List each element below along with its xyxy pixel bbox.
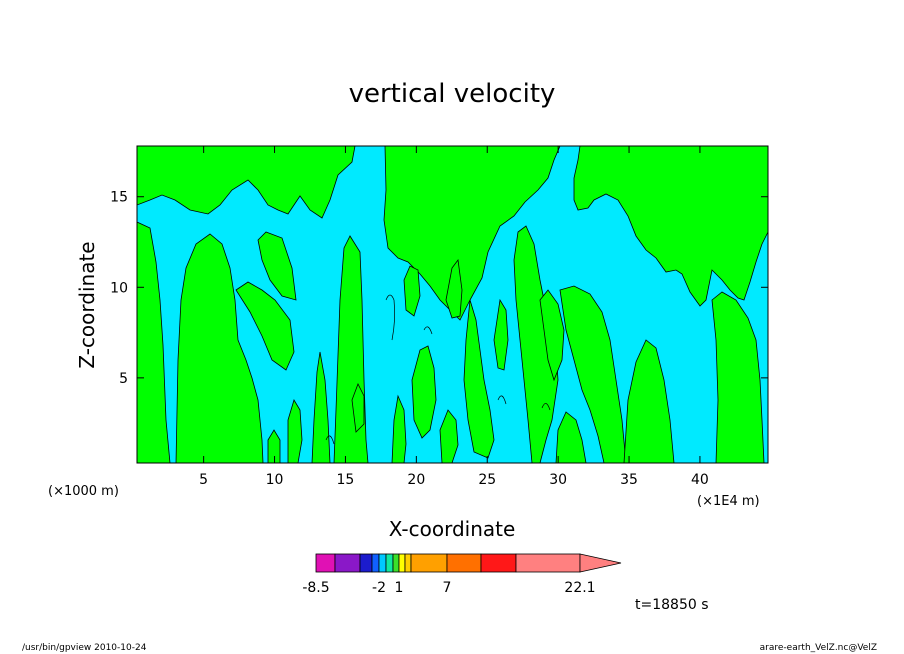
plot-frame (136, 145, 769, 464)
colorbar-segment (334, 553, 361, 573)
chart-title: vertical velocity (349, 79, 556, 109)
colorbar-extend-max (579, 553, 622, 573)
colorbar-tick-label: 22.1 (564, 580, 595, 596)
y-tick-label: 10 (110, 280, 128, 296)
x-tick-label: 5 (199, 472, 208, 488)
contour-region (493, 298, 509, 371)
y-axis: 5 10 15 (110, 190, 768, 387)
contour-plot (137, 146, 768, 463)
colorbar: -8.5 -2 1 7 22.1 (302, 553, 622, 596)
contour-region (137, 221, 171, 463)
colorbar-segment (480, 553, 517, 573)
colorbar-tick-label: 1 (395, 580, 404, 596)
colorbar-segment (398, 553, 406, 573)
time-label: t=18850 s (635, 597, 709, 613)
contour-region (555, 411, 587, 463)
contour-region (463, 299, 495, 459)
contour-region (403, 265, 421, 317)
colorbar-segment (378, 553, 387, 573)
x-tick-label: 40 (691, 472, 709, 488)
contour-region (573, 146, 768, 307)
colorbar-segment (446, 553, 482, 573)
y-tick-label: 15 (110, 190, 128, 206)
colorbar-segment (410, 553, 448, 573)
contour-region (445, 258, 463, 319)
contour-region (257, 231, 297, 301)
contour-region (559, 285, 627, 463)
contour-region (539, 289, 565, 382)
contour-region (175, 233, 264, 463)
contour-region (267, 429, 281, 463)
colorbar-segment (515, 553, 581, 573)
colorbar-segment (359, 553, 373, 573)
contour-region (351, 383, 365, 433)
y-axis-label: Z-coordinate (75, 241, 99, 368)
x-tick-label: 30 (549, 472, 567, 488)
colorbar-tick-label: -2 (372, 580, 386, 596)
x-tick-label: 15 (337, 472, 355, 488)
contour-region (383, 146, 561, 321)
contour-region (391, 394, 407, 463)
contour-region (287, 399, 303, 463)
footer-right: arare-earth_VelZ.nc@VelZ (760, 643, 877, 653)
contour-region (137, 146, 356, 219)
colorbar-segment (404, 553, 412, 573)
colorbar-tick-label: 7 (443, 580, 452, 596)
x-unit-left: (×1000 m) (48, 484, 119, 499)
x-tick-label: 20 (407, 472, 425, 488)
colorbar-segment (385, 553, 394, 573)
colorbar-segment (371, 553, 380, 573)
contour-region (411, 345, 437, 439)
contour-region (711, 291, 765, 463)
contour-region (439, 409, 459, 463)
contour-region (623, 339, 675, 463)
y-tick-label: 5 (119, 371, 128, 387)
contour-regions-positive (137, 146, 768, 463)
x-tick-label: 35 (620, 472, 638, 488)
x-unit-right: (×1E4 m) (697, 494, 760, 509)
colorbar-tick-label: -8.5 (302, 580, 329, 596)
x-tick-label: 10 (266, 472, 284, 488)
contour-region (235, 281, 295, 371)
contour-lines-small (325, 294, 551, 445)
colorbar-segment (315, 553, 336, 573)
footer-left: /usr/bin/gpview 2010-10-24 (22, 643, 147, 653)
colorbar-segment (392, 553, 400, 573)
x-tick-label: 25 (478, 472, 496, 488)
x-axis-label: X-coordinate (389, 517, 516, 541)
x-axis: 5 10 15 20 25 30 35 40 (199, 146, 709, 488)
contour-region (311, 351, 331, 463)
